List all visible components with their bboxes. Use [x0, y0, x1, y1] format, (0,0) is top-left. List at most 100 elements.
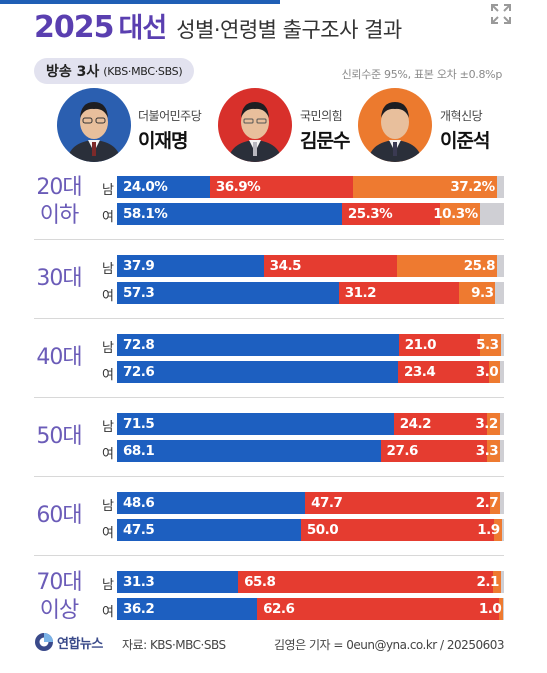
- data-label: 48.6: [123, 495, 155, 511]
- data-label: 31.2: [344, 285, 377, 301]
- bar-segment-김문수: [263, 255, 398, 277]
- data-label: 72.8: [123, 337, 155, 353]
- bar-segment-이준석: [480, 334, 501, 356]
- bar-segment-김문수: [338, 282, 460, 304]
- data-label: 47.7: [311, 495, 343, 511]
- candidate-text: 개혁신당 이준석: [440, 107, 490, 153]
- age-label: 60대: [36, 503, 82, 528]
- sex-label: 남: [102, 499, 114, 514]
- title-keyword: 대선: [118, 13, 168, 44]
- age-group: 30대 남 37.9 34.5 25.8 여 57.3 31.2 9.3: [34, 253, 504, 305]
- bar-segment-이준석: [489, 492, 501, 514]
- logo-text: 연합뉴스: [57, 636, 103, 652]
- candidate-portrait-icon: [57, 88, 131, 162]
- bar-segment-이준석: [492, 571, 501, 593]
- bar-segment-이준석: [397, 255, 498, 277]
- data-label: 27.6: [386, 443, 419, 459]
- stacked-bar: 72.6 23.4 3.0: [117, 361, 504, 383]
- bar-segment-김문수: [209, 176, 353, 198]
- bar-segment-김문수: [257, 598, 500, 620]
- title-rest: 성별·연령별 출구조사 결과: [176, 18, 402, 42]
- data-label: 3.3: [475, 443, 499, 459]
- stacked-bar: 72.8 21.0 5.3: [117, 334, 504, 356]
- logo: 연합뉴스: [34, 632, 103, 652]
- sex-label: 남: [102, 183, 114, 198]
- group-divider: [34, 397, 504, 398]
- expand-icon: [491, 4, 511, 24]
- data-label: 47.5: [123, 522, 155, 538]
- sex-label: 여: [102, 289, 114, 304]
- bar-segment-김문수: [393, 413, 488, 435]
- bar-segment-이재명: [117, 203, 342, 225]
- footer: 연합뉴스 자료: KBS·MBC·SBS 김영은 기자 = 0eun@yna.c…: [34, 630, 504, 656]
- yonhap-logo-icon: [35, 633, 53, 651]
- age-label: 70대 이상: [34, 569, 84, 625]
- sex-label: 여: [102, 605, 114, 620]
- candidate-name: 이재명: [138, 130, 188, 152]
- expand-button[interactable]: [487, 0, 515, 28]
- bar-segment-이준석: [487, 413, 500, 435]
- bar-segment-이준석: [494, 519, 502, 541]
- sex-label: 남: [102, 341, 114, 356]
- bar-segment-김문수: [238, 571, 493, 593]
- data-label: 65.8: [244, 574, 276, 590]
- data-label: 58.1%: [123, 206, 168, 222]
- bar-segment-이재명: [117, 519, 301, 541]
- bar-segment-이재명: [117, 176, 210, 198]
- data-label: 3.0: [475, 364, 499, 380]
- party-name: 더불어민주당: [138, 109, 202, 123]
- age-label-line: 이상: [39, 598, 79, 623]
- bar-segment-김문수: [380, 440, 488, 462]
- sex-label: 여: [102, 210, 114, 225]
- bar-segment-이준석: [439, 203, 480, 225]
- bar-segment-이준석: [499, 598, 504, 620]
- age-group: 50대 남 71.5 24.2 3.2 여 68.1 27.6 3.3: [34, 411, 504, 463]
- stacked-bar: 31.3 65.8 2.1: [117, 571, 504, 593]
- party-name: 개혁신당: [440, 109, 483, 123]
- age-group: 70대 이상 남 31.3 65.8 2.1 여 36.2 62.6 1.0: [34, 569, 504, 623]
- sex-label: 여: [102, 526, 114, 541]
- age-group: 40대 남 72.8 21.0 5.3 여 72.6 23.4 3.0: [34, 332, 504, 384]
- age-group: 20대 이하 남 24.0% 36.9% 37.2% 여 58.1% 25.3% 10.3%: [34, 174, 504, 228]
- age-label: 40대: [36, 345, 82, 370]
- sex-label: 여: [102, 368, 114, 383]
- bar-segment-김문수: [305, 492, 490, 514]
- data-label: 72.6: [123, 364, 155, 380]
- data-label: 10.3%: [433, 206, 478, 222]
- data-label: 34.5: [269, 258, 302, 274]
- party-name: 국민의힘: [300, 109, 343, 123]
- age-group: 60대 남 48.6 47.7 2.7 여 47.5 50.0 1.9: [34, 490, 504, 542]
- stacked-bar: 57.3 31.2 9.3: [117, 282, 504, 304]
- stacked-bar: 58.1% 25.3% 10.3%: [117, 203, 504, 225]
- group-divider: [34, 239, 504, 240]
- page-title: 2025 대선 성별·연령별 출구조사 결과: [34, 6, 402, 45]
- candidate-portrait-icon: [218, 88, 292, 162]
- source-note: 자료: KBS·MBC·SBS: [122, 638, 226, 652]
- bar-segment-이재명: [117, 255, 264, 277]
- stacked-bar: 36.2 62.6 1.0: [117, 598, 504, 620]
- data-label: 57.3: [123, 285, 155, 301]
- stacked-bar: 48.6 47.7 2.7: [117, 492, 504, 514]
- bar-segment-이재명: [117, 492, 306, 514]
- sex-label: 남: [102, 578, 114, 593]
- data-label: 71.5: [123, 416, 155, 432]
- data-label: 3.2: [475, 416, 498, 432]
- group-divider: [34, 476, 504, 477]
- data-label: 1.0: [478, 601, 502, 617]
- broadcast-badge: 방송 3사 (KBS·MBC·SBS): [34, 58, 195, 84]
- bar-segment-이재명: [117, 571, 239, 593]
- data-label: 24.0%: [123, 179, 168, 195]
- data-label: 36.2: [123, 601, 155, 617]
- age-label-line: 20대: [36, 175, 82, 200]
- group-divider: [34, 318, 504, 319]
- bar-segment-이준석: [488, 361, 501, 383]
- age-label-line: 이하: [39, 203, 79, 228]
- bar-segment-이재명: [117, 334, 399, 356]
- data-label: 68.1: [123, 443, 155, 459]
- bar-segment-이재명: [117, 413, 394, 435]
- age-label: 50대: [36, 424, 82, 449]
- group-divider: [34, 555, 504, 556]
- data-label: 2.7: [475, 495, 499, 511]
- sex-label: 여: [102, 447, 114, 462]
